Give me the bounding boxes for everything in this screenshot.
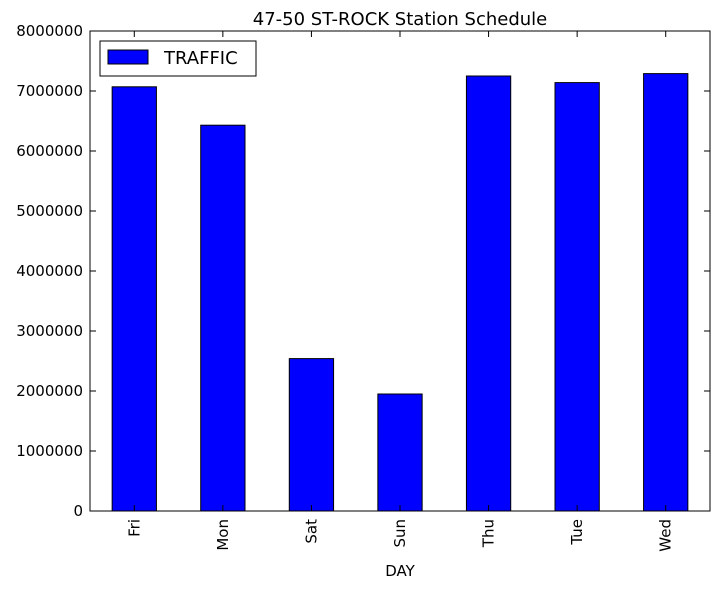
x-tick-label: Mon	[214, 519, 232, 551]
y-tick-label: 4000000	[16, 262, 83, 280]
y-axis-ticks: 0 1000000 2000000 3000000 4000000 5000000 6000…	[16, 22, 710, 520]
x-tick-label: Tue	[568, 519, 586, 546]
chart-title: 47-50 ST-ROCK Station Schedule	[253, 9, 548, 30]
bar-fri	[111, 86, 157, 512]
y-tick-label: 2000000	[16, 382, 83, 400]
y-tick-label: 6000000	[16, 142, 83, 160]
x-tick-label: Fri	[125, 519, 143, 537]
x-axis-ticks: Fri Mon Sat Sun Thu Tue Wed	[125, 31, 675, 552]
x-tick-label: Sat	[302, 519, 320, 544]
y-tick-label: 8000000	[16, 22, 83, 40]
plot-frame	[89, 30, 711, 512]
bar-tue	[554, 82, 600, 512]
x-tick-label: Wed	[657, 519, 675, 552]
bar-wed	[643, 73, 689, 512]
legend-label: TRAFFIC	[163, 48, 238, 69]
bars	[111, 73, 689, 512]
legend-swatch	[107, 49, 149, 65]
bar-thu	[465, 75, 512, 512]
y-tick-label: 0	[73, 502, 83, 520]
bar-mon	[200, 124, 246, 512]
bar-sat	[288, 358, 335, 512]
y-tick-label: 5000000	[16, 202, 83, 220]
x-tick-label: Sun	[391, 519, 409, 548]
y-tick-label: 7000000	[16, 82, 83, 100]
y-tick-label: 1000000	[16, 442, 83, 460]
bar-sun	[377, 393, 423, 512]
legend: TRAFFIC	[99, 40, 257, 77]
x-tick-label: Thu	[480, 519, 498, 548]
y-tick-label: 3000000	[16, 322, 83, 340]
x-axis-title: DAY	[385, 562, 415, 580]
